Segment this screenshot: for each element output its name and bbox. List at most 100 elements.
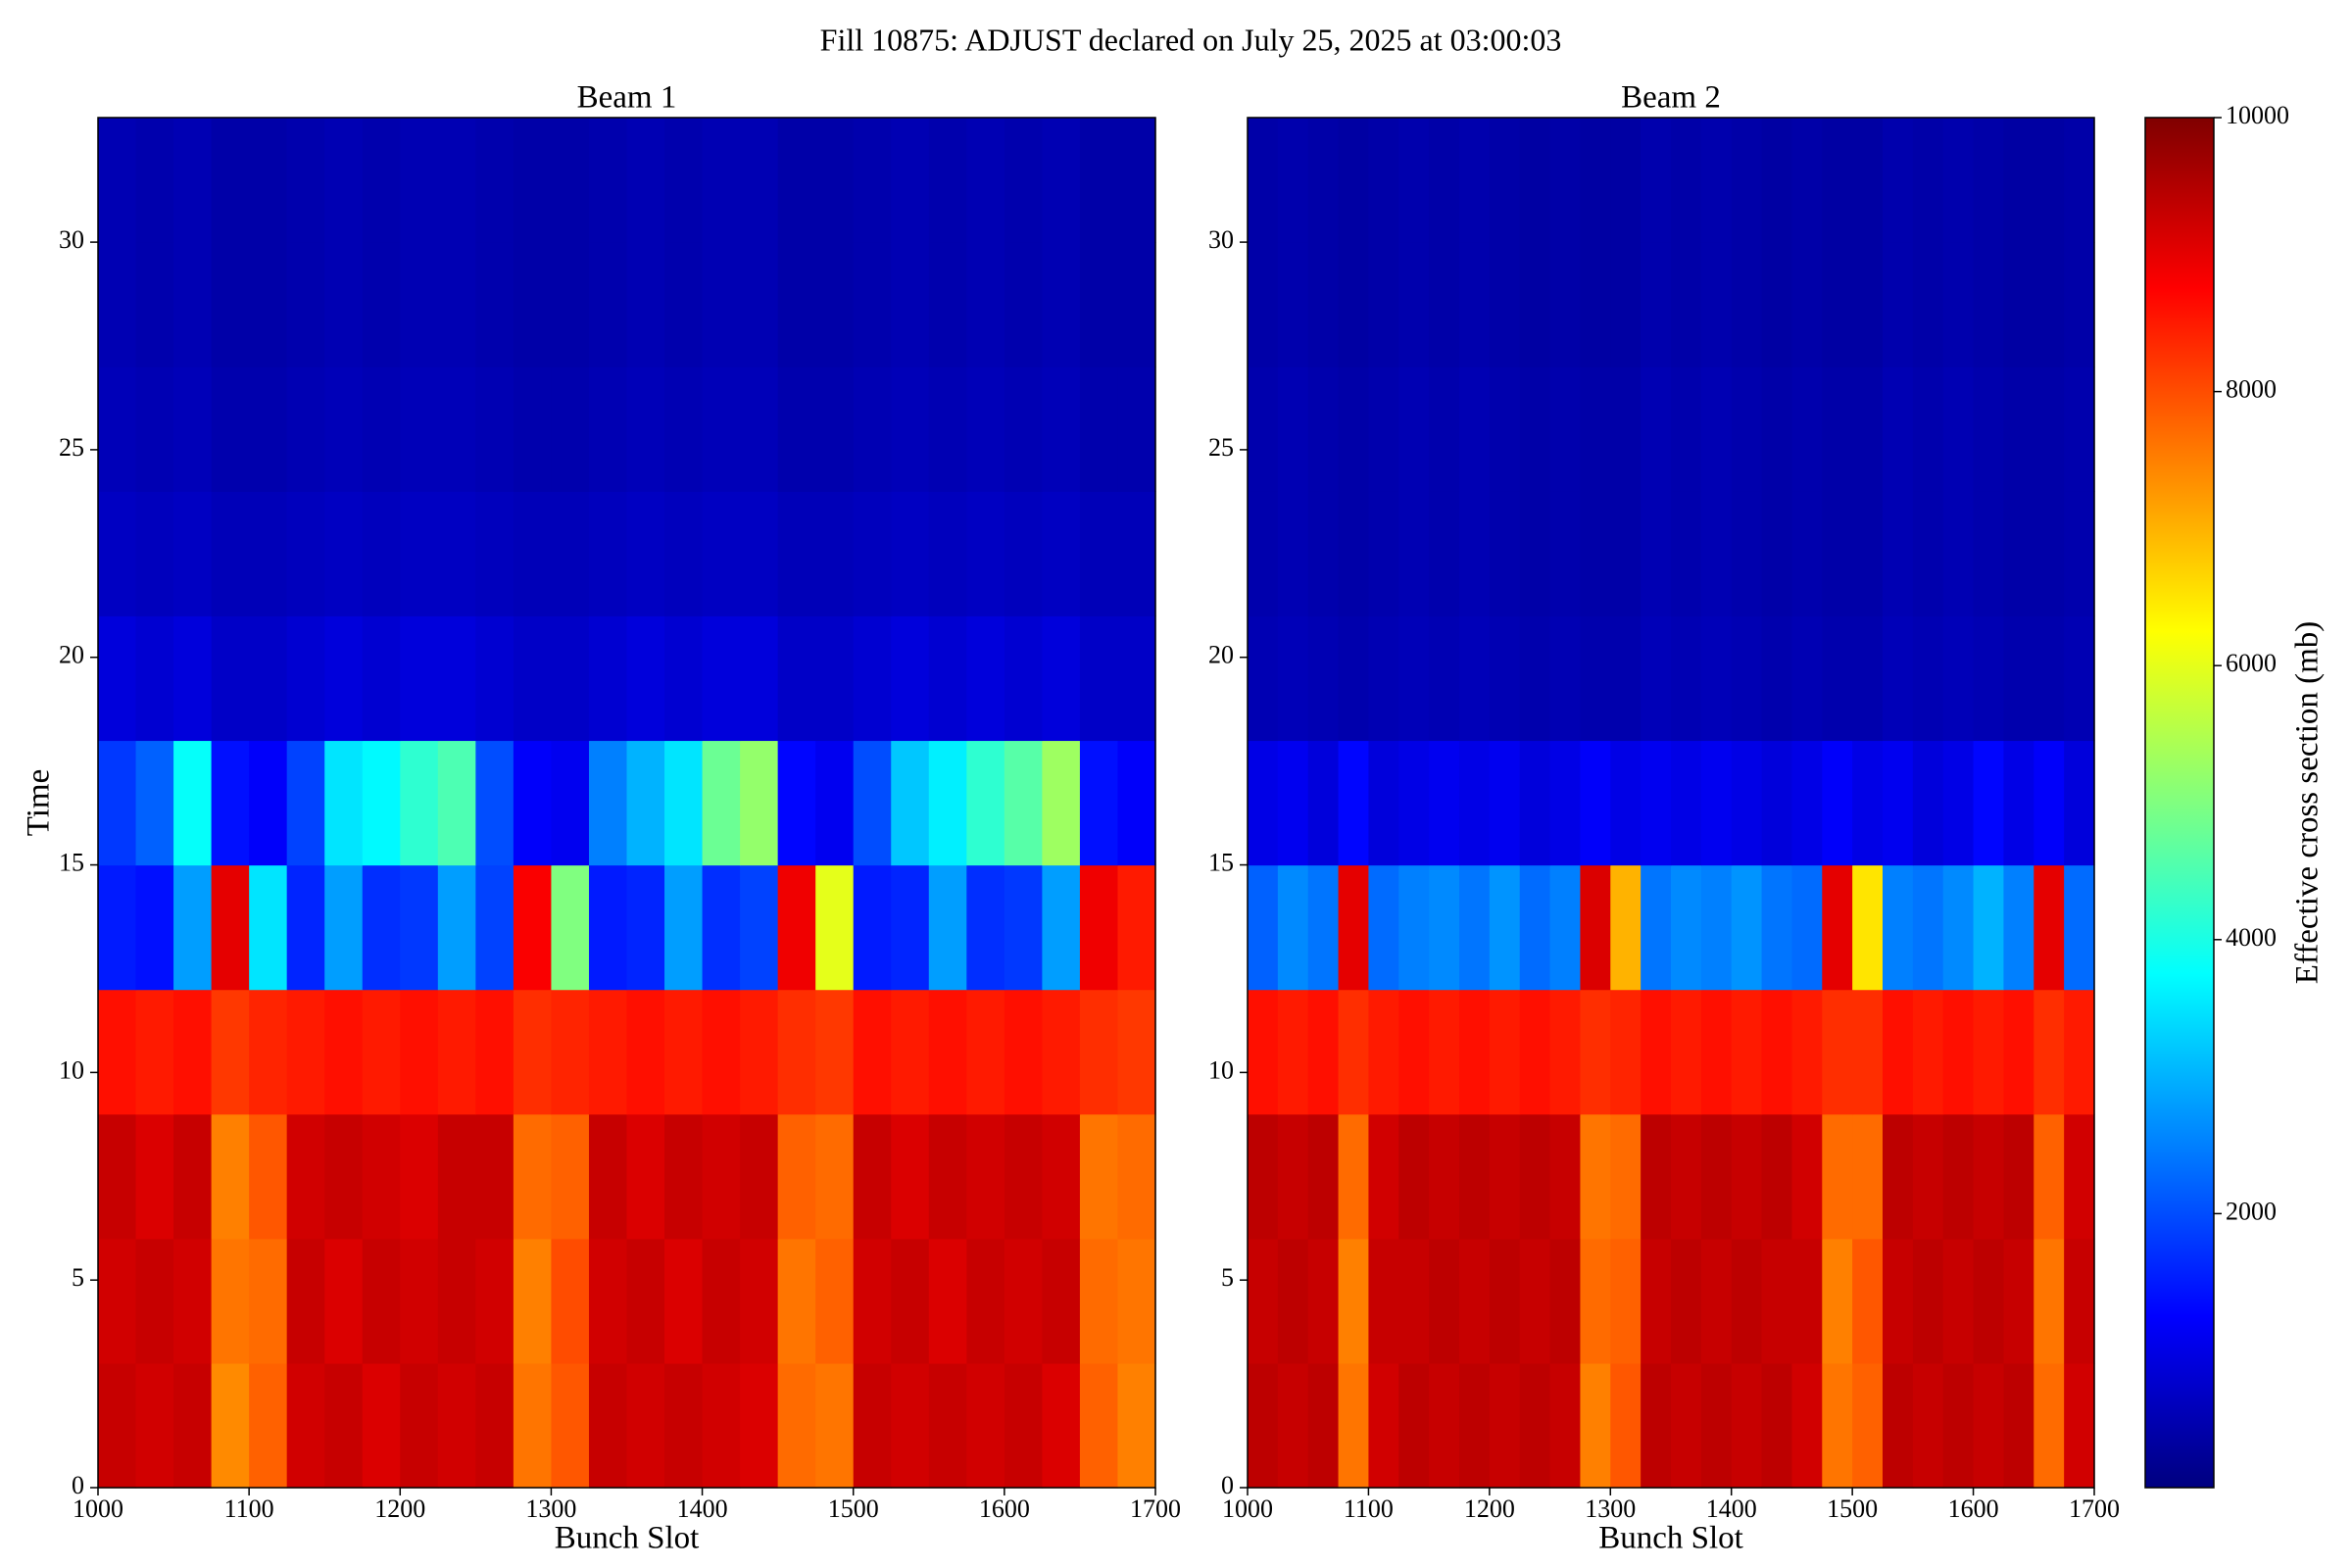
heatmap-cell bbox=[1429, 367, 1460, 492]
heatmap-cell bbox=[1549, 367, 1582, 492]
heatmap-cell bbox=[966, 242, 1005, 368]
heatmap-cell bbox=[1973, 989, 2005, 1115]
heatmap-cell bbox=[1429, 1113, 1460, 1240]
heatmap-cell bbox=[815, 491, 855, 616]
heatmap-cell bbox=[1042, 989, 1081, 1115]
heatmap-cell bbox=[513, 1238, 553, 1364]
x-tick-label: 1400 bbox=[677, 1494, 728, 1523]
heatmap-cell bbox=[702, 1113, 741, 1240]
heatmap-cell bbox=[1700, 615, 1733, 742]
heatmap-cell bbox=[1761, 864, 1793, 991]
heatmap-cell bbox=[1117, 118, 1156, 243]
heatmap-cell bbox=[2034, 491, 2065, 616]
heatmap-cell bbox=[1549, 491, 1582, 616]
heatmap-cell bbox=[1671, 242, 1702, 368]
heatmap-cell bbox=[2064, 740, 2095, 866]
heatmap-cell bbox=[1338, 367, 1370, 492]
heatmap-cell bbox=[1042, 491, 1081, 616]
heatmap-cell bbox=[1883, 989, 1914, 1115]
heatmap-cell bbox=[1004, 367, 1043, 492]
y-tick-label: 30 bbox=[1208, 225, 1234, 254]
heatmap-cell bbox=[1822, 491, 1853, 616]
y-tick-label: 30 bbox=[59, 225, 84, 254]
heatmap-cell bbox=[1117, 989, 1156, 1115]
heatmap-cell bbox=[286, 989, 325, 1115]
heatmap-cell bbox=[891, 118, 930, 243]
heatmap-cell bbox=[1973, 740, 2005, 866]
heatmap-cell bbox=[98, 740, 137, 866]
heatmap-cell bbox=[702, 491, 741, 616]
heatmap-cell bbox=[1248, 491, 1279, 616]
heatmap-cell bbox=[1519, 242, 1551, 368]
x-tick-label: 1000 bbox=[1222, 1494, 1273, 1523]
heatmap-cell bbox=[1459, 242, 1491, 368]
y-tick-label: 20 bbox=[59, 641, 84, 669]
heatmap-cell bbox=[966, 118, 1005, 243]
heatmap-cell bbox=[815, 864, 855, 991]
heatmap-cell bbox=[513, 989, 553, 1115]
heatmap-cell bbox=[1852, 1113, 1884, 1240]
x-tick-label: 1200 bbox=[374, 1494, 425, 1523]
x-tick-label: 1100 bbox=[1344, 1494, 1394, 1523]
heatmap-cell bbox=[853, 989, 892, 1115]
heatmap-cell bbox=[1852, 367, 1884, 492]
heatmap-cell bbox=[249, 1113, 288, 1240]
heatmap-cell bbox=[1912, 1362, 1944, 1489]
heatmap-cell bbox=[1489, 615, 1521, 742]
heatmap-cell bbox=[362, 740, 401, 866]
heatmap-cell bbox=[1580, 740, 1611, 866]
heatmap-cell bbox=[626, 118, 665, 243]
heatmap-cell bbox=[1368, 491, 1399, 616]
heatmap-cell bbox=[173, 740, 213, 866]
heatmap-cell bbox=[1307, 989, 1340, 1115]
heatmap-cell bbox=[2003, 1362, 2034, 1489]
heatmap-cell bbox=[1079, 367, 1119, 492]
heatmap-cell bbox=[1042, 740, 1081, 866]
heatmap-cell bbox=[740, 615, 779, 742]
heatmap-cell bbox=[777, 118, 816, 243]
heatmap-cell bbox=[1338, 864, 1370, 991]
heatmap-cell bbox=[211, 989, 250, 1115]
heatmap-cell bbox=[1042, 118, 1081, 243]
heatmap-cell bbox=[2064, 1362, 2095, 1489]
heatmap-cell bbox=[1549, 864, 1582, 991]
heatmap-cell bbox=[1248, 740, 1279, 866]
heatmap-cell bbox=[1519, 491, 1551, 616]
heatmap-cell bbox=[362, 1362, 401, 1489]
heatmap-cell bbox=[2064, 615, 2095, 742]
x-tick-label: 1500 bbox=[828, 1494, 879, 1523]
heatmap-cell bbox=[1117, 740, 1156, 866]
heatmap-cell bbox=[966, 1238, 1005, 1364]
heatmap-cell bbox=[1277, 615, 1309, 742]
heatmap-cell bbox=[475, 491, 514, 616]
heatmap-cell bbox=[1852, 1238, 1884, 1364]
heatmap-cell bbox=[777, 740, 816, 866]
heatmap-cell bbox=[1700, 491, 1733, 616]
heatmap-cell bbox=[815, 1113, 855, 1240]
heatmap-cell bbox=[588, 1238, 628, 1364]
heatmap-cell bbox=[437, 1238, 476, 1364]
heatmap-cell bbox=[551, 1238, 590, 1364]
heatmap-cell bbox=[588, 864, 628, 991]
heatmap-cell bbox=[1277, 118, 1309, 243]
heatmap-cell bbox=[1580, 118, 1611, 243]
heatmap-cell bbox=[551, 367, 590, 492]
heatmap-cell bbox=[1307, 740, 1340, 866]
x-tick-label: 1600 bbox=[979, 1494, 1030, 1523]
heatmap-cell bbox=[1731, 1113, 1763, 1240]
heatmap-cell bbox=[588, 740, 628, 866]
y-tick-label: 15 bbox=[59, 849, 84, 877]
heatmap-cell bbox=[891, 740, 930, 866]
heatmap-cell bbox=[1307, 1238, 1340, 1364]
heatmap-cell bbox=[1641, 615, 1672, 742]
heatmap-cell bbox=[1277, 1238, 1309, 1364]
heatmap-cell bbox=[1079, 1238, 1119, 1364]
heatmap-cell bbox=[1671, 989, 1702, 1115]
heatmap-cell bbox=[1042, 1238, 1081, 1364]
heatmap-cell bbox=[475, 864, 514, 991]
heatmap-cell bbox=[400, 1238, 439, 1364]
heatmap-cell bbox=[740, 491, 779, 616]
heatmap-cell bbox=[588, 491, 628, 616]
heatmap-cell bbox=[740, 1362, 779, 1489]
